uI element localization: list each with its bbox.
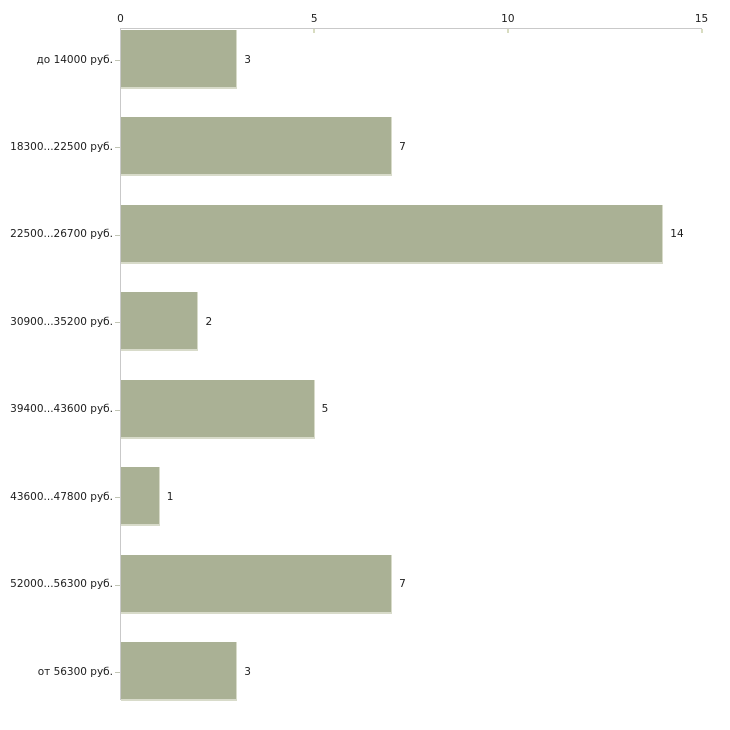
value-label: 7 — [399, 578, 406, 591]
value-label: 14 — [670, 228, 684, 241]
x-axis-line — [120, 28, 702, 29]
bar-row: 30900...35200 руб. 2 — [0, 292, 730, 352]
value-label: 3 — [244, 665, 251, 678]
x-axis-tick-label: 15 — [694, 13, 709, 25]
bar — [121, 204, 664, 264]
x-axis-tick-label: 0 — [117, 13, 124, 25]
bar-row: 52000...56300 руб. 7 — [0, 554, 730, 614]
category-tick-mark — [115, 322, 120, 324]
bar-row: от 56300 руб. 3 — [0, 642, 730, 701]
bar-row: до 14000 руб. 3 — [0, 30, 730, 89]
category-label: 52000...56300 руб. — [10, 578, 113, 591]
value-label: 5 — [321, 403, 329, 416]
x-axis-tick-label: 10 — [501, 13, 515, 25]
bar-row: 43600...47800 руб. 1 — [0, 467, 730, 527]
category-tick-mark — [115, 60, 120, 61]
category-tick-mark — [115, 584, 120, 586]
y-axis-line — [120, 28, 121, 700]
x-axis-tick-mark — [313, 29, 316, 33]
category-tick-mark — [115, 234, 120, 236]
bar-row: 18300...22500 руб. 7 — [0, 117, 730, 177]
category-label: 30900...35200 руб. — [10, 315, 113, 328]
bar-row: 39400...43600 руб. 5 — [0, 379, 730, 439]
category-label: 39400...43600 руб. — [10, 403, 113, 416]
category-label: 43600...47800 руб. — [10, 490, 113, 503]
bar — [121, 642, 238, 701]
bar — [121, 467, 160, 527]
category-label: от 56300 руб. — [37, 665, 113, 678]
category-tick-mark — [115, 497, 120, 499]
category-label: 22500...26700 руб. — [10, 228, 113, 241]
bar — [121, 554, 393, 614]
x-axis-tick-label: 5 — [310, 13, 318, 25]
category-label: 18300...22500 руб. — [10, 140, 113, 153]
bar — [121, 292, 199, 352]
category-tick-mark — [115, 147, 120, 149]
bar — [121, 30, 238, 89]
bar — [121, 117, 393, 177]
x-axis-tick-mark — [506, 29, 509, 33]
bar — [121, 379, 315, 439]
category-tick-mark — [115, 672, 120, 673]
value-label: 7 — [399, 140, 406, 153]
value-label: 2 — [205, 315, 213, 328]
category-label: до 14000 руб. — [36, 53, 113, 66]
x-axis-tick-mark — [700, 29, 703, 33]
bar-row: 22500...26700 руб. 14 — [0, 204, 730, 264]
category-tick-mark — [115, 409, 120, 411]
value-label: 3 — [244, 53, 251, 66]
value-label: 1 — [166, 490, 174, 503]
